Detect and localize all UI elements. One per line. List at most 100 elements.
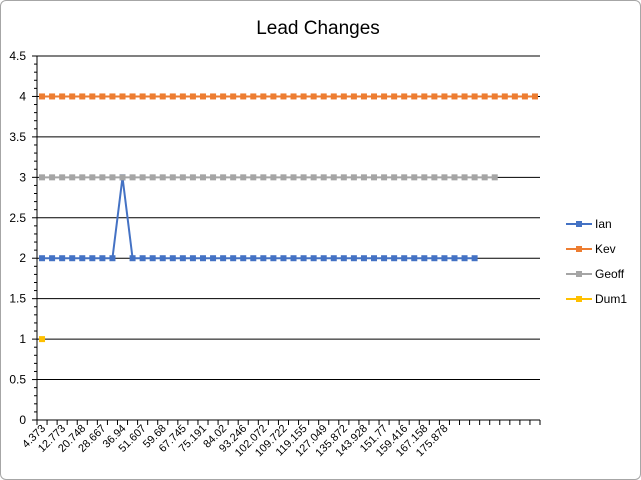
y-tick-label: 1 xyxy=(19,332,26,346)
data-point xyxy=(79,174,86,181)
series-dum1 xyxy=(39,336,46,343)
data-point xyxy=(149,255,156,262)
legend-item-ian: Ian xyxy=(566,217,612,231)
data-point xyxy=(179,174,186,181)
data-point xyxy=(320,255,327,262)
data-point xyxy=(210,255,217,262)
data-point xyxy=(461,93,468,100)
data-point xyxy=(109,255,116,262)
data-point xyxy=(39,174,46,181)
data-point xyxy=(199,174,206,181)
data-point xyxy=(109,174,116,181)
data-point xyxy=(491,174,498,181)
data-point xyxy=(169,93,176,100)
data-point xyxy=(320,174,327,181)
data-point xyxy=(59,93,66,100)
data-point xyxy=(360,174,367,181)
data-point xyxy=(461,174,468,181)
y-tick-label: 1.5 xyxy=(9,292,26,306)
data-point xyxy=(290,255,297,262)
data-point xyxy=(401,174,408,181)
data-point xyxy=(99,93,106,100)
data-point xyxy=(300,174,307,181)
y-tick-label: 0.5 xyxy=(9,373,26,387)
data-point xyxy=(210,93,217,100)
data-point xyxy=(280,255,287,262)
data-point xyxy=(360,255,367,262)
data-point xyxy=(129,255,136,262)
data-point xyxy=(240,93,247,100)
data-point xyxy=(260,174,267,181)
series-kev xyxy=(39,93,538,100)
data-point xyxy=(310,255,317,262)
data-point xyxy=(270,174,277,181)
data-point xyxy=(220,255,227,262)
series-ian xyxy=(39,174,478,262)
data-point xyxy=(139,174,146,181)
data-point xyxy=(119,174,126,181)
data-point xyxy=(471,93,478,100)
data-point xyxy=(260,93,267,100)
axes: 00.511.522.533.544.54.37312.77320.74828.… xyxy=(9,49,541,459)
data-point xyxy=(270,255,277,262)
data-point xyxy=(310,174,317,181)
data-point xyxy=(300,255,307,262)
data-point xyxy=(451,174,458,181)
legend-swatch-marker xyxy=(576,271,582,277)
data-point xyxy=(290,93,297,100)
data-point xyxy=(129,174,136,181)
data-point xyxy=(250,93,257,100)
data-point xyxy=(290,174,297,181)
data-point xyxy=(39,336,46,343)
legend-swatch-marker xyxy=(576,246,582,252)
data-point xyxy=(381,174,388,181)
data-point xyxy=(441,255,448,262)
legend-label: Kev xyxy=(595,242,616,256)
data-point xyxy=(381,93,388,100)
data-point xyxy=(350,255,357,262)
data-point xyxy=(240,255,247,262)
data-point xyxy=(340,255,347,262)
data-point xyxy=(340,93,347,100)
data-point xyxy=(179,93,186,100)
y-tick-label: 4.5 xyxy=(9,49,26,63)
data-point xyxy=(421,174,428,181)
data-point xyxy=(391,93,398,100)
data-point xyxy=(230,93,237,100)
data-point xyxy=(501,93,508,100)
data-point xyxy=(511,93,518,100)
data-point xyxy=(451,255,458,262)
data-point xyxy=(340,174,347,181)
legend-item-geoff: Geoff xyxy=(566,267,625,281)
data-point xyxy=(119,93,126,100)
data-point xyxy=(431,93,438,100)
data-point xyxy=(220,93,227,100)
data-point xyxy=(179,255,186,262)
data-point xyxy=(280,93,287,100)
data-point xyxy=(441,174,448,181)
data-point xyxy=(39,255,46,262)
data-point xyxy=(139,93,146,100)
data-point xyxy=(89,174,96,181)
data-point xyxy=(350,174,357,181)
data-point xyxy=(371,174,378,181)
data-point xyxy=(169,255,176,262)
data-point xyxy=(421,93,428,100)
data-point xyxy=(431,174,438,181)
data-point xyxy=(159,174,166,181)
data-point xyxy=(481,93,488,100)
data-point xyxy=(99,255,106,262)
data-point xyxy=(421,255,428,262)
data-point xyxy=(360,93,367,100)
plot-series xyxy=(39,93,538,343)
data-point xyxy=(89,93,96,100)
data-point xyxy=(371,255,378,262)
data-point xyxy=(300,93,307,100)
data-point xyxy=(451,93,458,100)
legend-swatch-marker xyxy=(576,221,582,227)
data-point xyxy=(260,255,267,262)
data-point xyxy=(330,174,337,181)
data-point xyxy=(441,93,448,100)
data-point xyxy=(240,174,247,181)
data-point xyxy=(69,93,76,100)
